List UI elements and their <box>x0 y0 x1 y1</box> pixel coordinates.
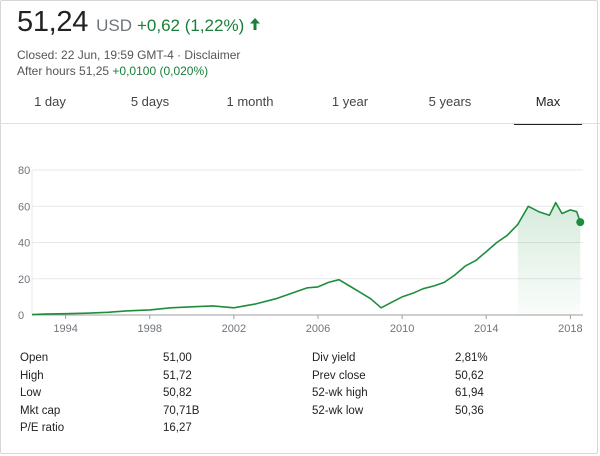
x-tick-label: 1994 <box>53 323 77 335</box>
tabs-divider <box>0 123 600 124</box>
y-tick-label: 40 <box>18 238 30 250</box>
tab-5-years[interactable]: 5 years <box>428 94 472 109</box>
y-tick-label: 80 <box>18 165 30 177</box>
tab-max[interactable]: Max <box>514 82 582 125</box>
x-tick-label: 2002 <box>222 323 246 335</box>
stat-value: 16,27 <box>163 422 192 434</box>
stat-value: 50,62 <box>455 369 484 382</box>
price-change: +0,62 (1,22%) <box>136 16 245 35</box>
stat-label: Mkt cap <box>20 404 61 417</box>
price-row: 51,24 USD +0,62 (1,22%) <box>17 6 261 39</box>
stat-label: 52-wk low <box>312 404 364 417</box>
x-tick-label: 2018 <box>558 323 582 335</box>
stat-label: Low <box>20 387 42 399</box>
stat-label: P/E ratio <box>20 422 65 434</box>
x-tick-label: 2010 <box>390 323 414 335</box>
stat-value: 50,82 <box>163 387 192 399</box>
x-tick-label: 1998 <box>138 323 162 335</box>
stat-value: 2,81% <box>455 352 488 364</box>
tab-5-days[interactable]: 5 days <box>130 94 170 109</box>
stats-table: Open 51,00 High 51,72 Low 50,82 Mkt cap 70,71B P… <box>0 352 600 442</box>
up-arrow-icon <box>250 18 261 30</box>
x-tick-label: 2006 <box>306 323 330 335</box>
y-tick-label: 0 <box>18 310 24 322</box>
stat-label: Prev close <box>312 369 366 382</box>
after-hours-label: After hours 51,25 <box>17 64 110 78</box>
tab-1-month[interactable]: 1 month <box>226 94 274 109</box>
current-price: 51,24 <box>17 6 89 38</box>
stat-value: 50,36 <box>455 404 484 417</box>
closed-info: Closed: 22 Jun, 19:59 GMT-4 · Disclaimer <box>17 48 241 62</box>
stat-value: 61,94 <box>455 387 484 399</box>
currency-code: USD <box>96 16 132 35</box>
stat-value: 51,72 <box>163 369 192 382</box>
stat-label: Open <box>20 352 49 364</box>
price-chart[interactable]: 0 20 40 60 80 1994 1998 2002 2006 2010 2014 2018 <box>0 140 600 340</box>
after-hours-info: After hours 51,25 +0,0100 (0,020%) <box>17 64 208 78</box>
stat-label: High <box>20 369 44 382</box>
after-hours-change: +0,0100 (0,020%) <box>112 64 209 78</box>
price-line <box>31 201 582 316</box>
area-fill <box>517 202 581 315</box>
y-tick-label: 60 <box>18 201 30 213</box>
tab-1-year[interactable]: 1 year <box>331 94 369 109</box>
tab-1-day[interactable]: 1 day <box>34 94 66 109</box>
stat-value: 70,71B <box>163 404 200 417</box>
price-chart-svg[interactable]: 0 20 40 60 80 1994 1998 2002 2006 2010 2014 2018 <box>0 140 600 340</box>
stat-label: 52-wk high <box>312 387 368 399</box>
stat-value: 51,00 <box>163 352 192 364</box>
range-tabs: 1 day 5 days 1 month 1 year 5 years Max <box>0 82 600 125</box>
stat-label: Div yield <box>312 352 356 364</box>
x-tick-label: 2014 <box>474 323 498 335</box>
y-tick-label: 20 <box>18 274 30 286</box>
current-price-dot <box>576 218 585 227</box>
